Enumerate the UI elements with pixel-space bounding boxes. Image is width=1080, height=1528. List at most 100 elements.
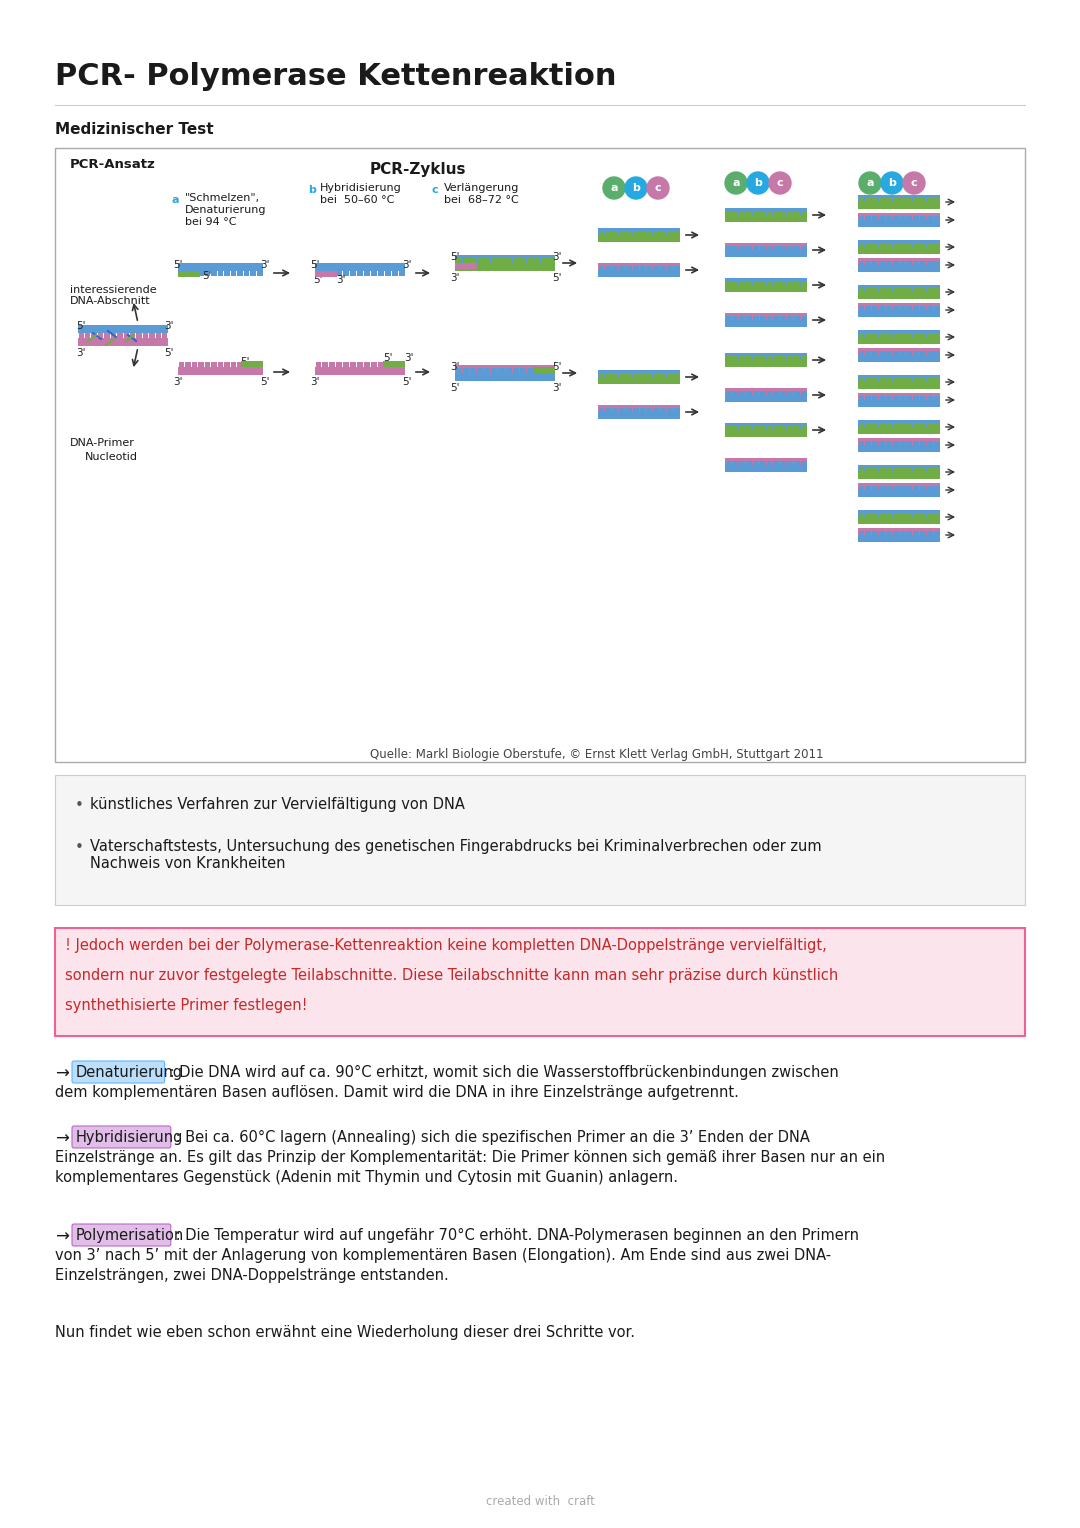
Bar (858, 264, 940, 272)
Bar (886, 202, 892, 206)
Bar (800, 396, 807, 399)
Bar (934, 220, 940, 225)
Bar (455, 263, 555, 270)
Bar (893, 287, 899, 292)
Bar (759, 391, 766, 396)
Text: Verlängerung: Verlängerung (444, 183, 519, 193)
Bar (873, 472, 878, 477)
Bar (725, 243, 807, 251)
Bar (934, 264, 940, 269)
Bar (900, 354, 905, 359)
Bar (934, 261, 940, 264)
Bar (98, 333, 104, 338)
Bar (858, 202, 940, 209)
Bar (893, 306, 899, 310)
Bar (879, 243, 885, 248)
Text: a: a (610, 183, 618, 193)
Bar (767, 316, 772, 319)
Bar (759, 356, 766, 361)
Bar (323, 270, 328, 277)
Bar (639, 270, 646, 274)
Bar (927, 292, 933, 296)
Text: DNA-Abschnitt: DNA-Abschnitt (70, 296, 150, 306)
Bar (873, 532, 878, 535)
Bar (484, 368, 490, 373)
Bar (323, 362, 328, 367)
Bar (739, 361, 745, 364)
Bar (660, 266, 666, 270)
Bar (858, 516, 940, 524)
Bar (858, 212, 940, 220)
Bar (370, 270, 377, 277)
Bar (726, 396, 731, 399)
Bar (794, 361, 799, 364)
Bar (934, 396, 940, 400)
Bar (927, 287, 933, 292)
Circle shape (747, 173, 769, 194)
Bar (787, 461, 793, 465)
Bar (859, 287, 864, 292)
Bar (920, 490, 926, 494)
Bar (753, 246, 758, 251)
Bar (900, 472, 905, 477)
Bar (110, 333, 116, 338)
Bar (886, 516, 892, 521)
Bar (633, 413, 638, 416)
Bar (927, 202, 933, 206)
Bar (879, 202, 885, 206)
Bar (541, 373, 548, 377)
Bar (787, 361, 793, 364)
Bar (513, 373, 518, 377)
Bar (886, 199, 892, 202)
Bar (879, 423, 885, 426)
Bar (653, 231, 659, 235)
Bar (477, 258, 483, 263)
Bar (767, 215, 772, 219)
FancyBboxPatch shape (55, 148, 1025, 762)
FancyBboxPatch shape (72, 1060, 164, 1083)
Bar (726, 246, 731, 251)
Bar (900, 243, 905, 248)
Bar (879, 400, 885, 403)
Bar (633, 270, 638, 274)
Bar (732, 281, 738, 286)
Bar (879, 490, 885, 494)
Bar (732, 391, 738, 396)
Bar (674, 231, 679, 235)
Bar (886, 243, 892, 248)
Bar (527, 368, 534, 373)
Bar (934, 513, 940, 516)
Bar (456, 263, 461, 267)
Bar (759, 211, 766, 215)
Bar (767, 286, 772, 289)
Bar (858, 303, 940, 310)
Bar (660, 235, 666, 238)
Bar (873, 287, 878, 292)
Bar (900, 513, 905, 516)
Bar (900, 516, 905, 521)
Bar (920, 292, 926, 296)
Bar (865, 472, 872, 477)
Bar (858, 439, 940, 445)
Text: Medizinischer Test: Medizinischer Test (55, 122, 214, 138)
Bar (725, 353, 807, 361)
Bar (513, 258, 518, 263)
Bar (787, 426, 793, 429)
Text: 3': 3' (173, 377, 183, 387)
Bar (906, 490, 913, 494)
Bar (767, 461, 772, 465)
Bar (660, 270, 666, 274)
Bar (780, 251, 786, 254)
Bar (660, 373, 666, 377)
Text: 3': 3' (76, 348, 85, 358)
Bar (178, 263, 264, 270)
Bar (130, 333, 135, 338)
Bar (773, 426, 779, 429)
Bar (906, 426, 913, 431)
Bar (123, 333, 129, 338)
Bar (920, 310, 926, 313)
Bar (780, 396, 786, 399)
Bar (746, 319, 752, 324)
Bar (794, 396, 799, 399)
Bar (98, 333, 104, 338)
